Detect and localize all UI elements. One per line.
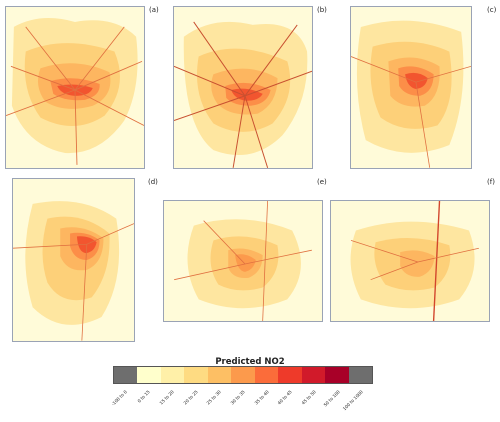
map-f-svg [350,201,479,321]
panel-label-a: (a) [149,6,159,14]
map-panel-a [5,6,145,169]
map-panel-b [173,6,313,169]
map-e-svg [174,201,312,321]
map-panel-d [12,178,135,342]
map-panel-e [163,200,323,322]
map-b-svg [174,21,312,168]
panel-label-c: (c) [487,6,497,14]
panel-label-b: (b) [317,6,327,14]
colorbar [113,366,373,384]
map-d-svg [13,201,134,341]
colorbar-swatch [207,367,232,383]
colorbar-swatch [160,367,185,383]
colorbar-swatch [301,367,326,383]
map-c-svg [351,20,471,168]
map-panel-f [330,200,490,322]
colorbar-swatch [231,367,255,383]
colorbar-swatch [278,367,302,383]
colorbar-swatch [325,367,349,383]
panel-label-e: (e) [317,178,327,186]
map-panel-c [350,6,472,169]
panel-label-d: (d) [148,178,158,186]
colorbar-swatch [254,367,279,383]
map-a-svg [6,18,144,165]
colorbar-swatch [348,367,372,383]
panel-label-f: (f) [487,178,495,186]
colorbar-swatch [137,367,161,383]
legend-title: Predicted NO2 [215,357,285,367]
colorbar-swatch [114,367,138,383]
colorbar-swatch [184,367,208,383]
